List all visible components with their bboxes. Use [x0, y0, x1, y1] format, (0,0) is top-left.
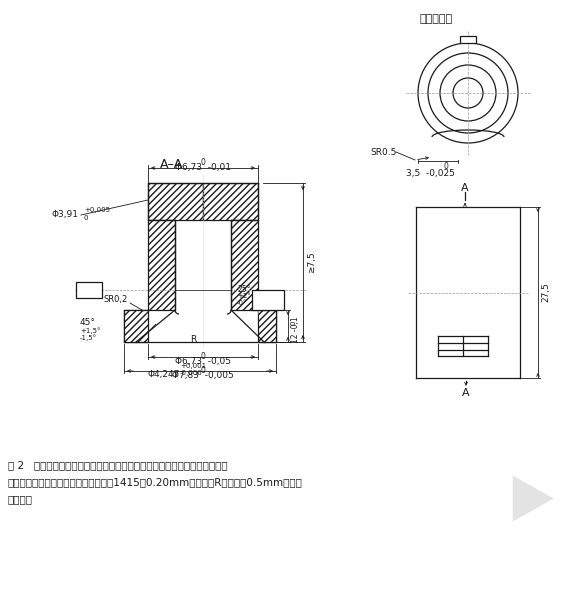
Text: 0: 0	[291, 321, 297, 325]
Text: ≥7,5: ≥7,5	[307, 252, 316, 273]
Text: 25°: 25°	[237, 285, 251, 294]
Text: 5,367: 5,367	[256, 296, 280, 305]
Text: 0: 0	[444, 162, 449, 171]
Text: SR0,2: SR0,2	[103, 295, 127, 304]
Bar	[460, 36, 476, 43]
Text: -1,5°: -1,5°	[80, 334, 97, 340]
Bar	[148, 183, 203, 220]
Text: 0: 0	[200, 158, 206, 167]
Bar	[258, 310, 276, 342]
Text: +1,5°: +1,5°	[80, 327, 100, 334]
Bar	[231, 220, 258, 310]
Bar	[148, 220, 175, 310]
Polygon shape	[258, 310, 276, 342]
Text: 12 -0,1: 12 -0,1	[291, 317, 300, 343]
Text: Φ4,247: Φ4,247	[148, 370, 180, 379]
Text: +0,005: +0,005	[84, 207, 110, 213]
Text: 45°: 45°	[80, 318, 96, 327]
Text: 3,5  -0,025: 3,5 -0,025	[405, 169, 454, 178]
Bar	[76, 282, 102, 298]
Text: +2°: +2°	[237, 293, 251, 299]
Text: 0: 0	[200, 366, 206, 375]
Text: 注：所有凸耳或螺纹型式的外边缘应有1415～0.20mm的半径。R是不超过0.5mm的半径: 注：所有凸耳或螺纹型式的外边缘应有1415～0.20mm的半径。R是不超过0.5…	[8, 477, 303, 487]
Text: 图 2   锁定鲁尔圆锥接头泄漏、旋开扔矩分离和应力开裂试验用标准测试接头: 图 2 锁定鲁尔圆锥接头泄漏、旋开扔矩分离和应力开裂试验用标准测试接头	[8, 460, 228, 470]
Text: -0,006: -0,006	[180, 370, 203, 376]
Text: Φ6,73  -0,05: Φ6,73 -0,05	[175, 357, 231, 366]
Text: +0,001: +0,001	[180, 363, 206, 369]
Text: R: R	[190, 335, 196, 344]
Text: -0°: -0°	[237, 300, 248, 306]
Bar	[252, 290, 284, 310]
Text: Φ3,91: Φ3,91	[52, 210, 79, 220]
Text: SR0.5: SR0.5	[370, 148, 397, 157]
Text: 0: 0	[200, 352, 206, 361]
Text: 27,5: 27,5	[541, 283, 550, 302]
Bar	[124, 310, 148, 342]
Text: A–A: A–A	[161, 158, 183, 171]
Text: A: A	[461, 183, 469, 193]
Text: A: A	[462, 388, 470, 398]
Text: ‣: ‣	[493, 449, 567, 571]
Bar	[203, 183, 258, 220]
Text: 0,75: 0,75	[80, 286, 98, 294]
Text: 单位：毫米: 单位：毫米	[420, 14, 453, 24]
Text: Φ6,73  -0,01: Φ6,73 -0,01	[175, 163, 231, 172]
Text: Φ7,83  -0,005: Φ7,83 -0,005	[172, 371, 234, 380]
Text: 或倒角。: 或倒角。	[8, 494, 33, 504]
Polygon shape	[124, 310, 148, 342]
Text: 0: 0	[84, 215, 89, 221]
